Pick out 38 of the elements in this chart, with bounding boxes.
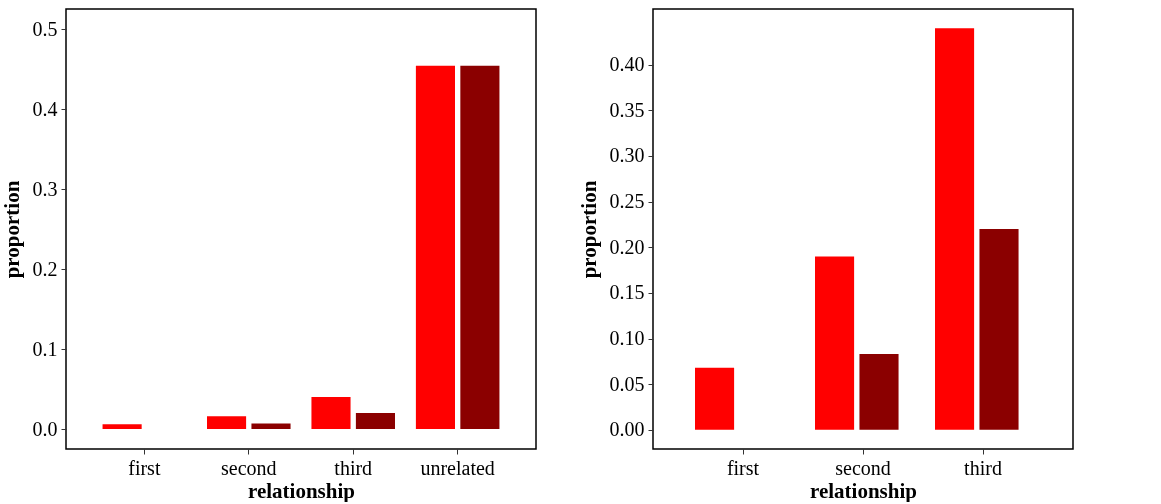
bar [207,416,247,429]
y-tick-label: 0.00 [609,418,645,441]
y-tick-label: 0.35 [609,98,645,121]
y-tick-label: 0.10 [609,327,645,350]
bar [979,229,1019,430]
x-tick-label: first [128,456,161,479]
y-tick-label: 0.40 [609,53,645,76]
y-tick-label: 0.20 [609,235,645,258]
x-tick-label: second [835,456,891,479]
y-tick-label: 0.3 [32,177,58,200]
x-tick-label: third [334,456,373,479]
y-tick-label: 0.5 [32,17,58,40]
bar [695,367,735,430]
y-tick-label: 0.15 [609,281,645,304]
x-tick-label: second [221,456,277,479]
bar [859,354,899,430]
y-tick-label: 0.2 [32,257,58,280]
y-tick-label: 0.4 [32,97,58,120]
bar [815,256,855,430]
y-tick-label: 0.25 [609,190,645,213]
y-axis-title: proportion [576,180,601,279]
y-axis-title: proportion [0,180,24,279]
bar [935,28,975,430]
y-tick-label: 0.0 [32,417,58,440]
x-tick-label: first [726,456,760,479]
bar [460,65,500,429]
x-tick-label: unrelated [420,456,495,479]
bar [355,413,395,429]
bar [415,65,455,429]
y-tick-label: 0.05 [609,372,645,395]
bar [102,424,142,429]
y-tick-label: 0.30 [609,144,645,167]
x-axis-title: relationship [248,478,355,503]
y-tick-label: 0.1 [32,337,58,360]
x-tick-label: third [964,456,1002,479]
bar [251,423,291,429]
bar [311,397,351,429]
x-axis-title: relationship [810,478,917,503]
